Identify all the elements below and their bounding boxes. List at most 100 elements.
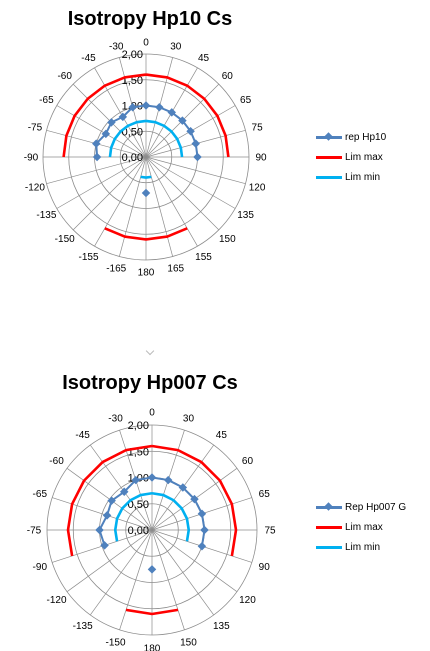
angle-tick-label: 90 [259,562,271,573]
series-line [151,491,191,542]
angle-tick-label: -165 [106,264,126,275]
angle-tick-label: 65 [259,489,271,500]
series-line [108,119,147,158]
chart-panel-1: Isotropy Hp10 Cs 0 30 45 60 65 75 90 120 135 150 1… [0,0,430,320]
data-point [141,188,151,198]
angle-tick-label: 90 [255,153,267,164]
legend-label: Lim min [345,171,381,183]
data-point [163,475,173,485]
series-line [104,227,188,241]
chart-panel-2: Isotropy Hp007 Cs 0 30 45 60 65 75 90 120 135 150… [0,330,430,651]
data-point [197,509,207,519]
series-line [62,73,147,158]
series-line [125,608,179,616]
chart-title: Isotropy Hp007 Cs [62,372,238,394]
data-point [193,152,202,162]
angle-tick-label: -30 [108,413,123,424]
angle-tick-label: -30 [109,41,124,52]
data-point [186,127,195,136]
grid-spoke [56,105,147,158]
grid-spoke [66,529,153,593]
angle-tick-label: 180 [138,268,155,279]
data-point [167,108,176,117]
series-line [151,444,238,557]
angle-tick-label: 165 [167,264,184,275]
legend-swatch [316,172,342,182]
angle-tick-label: 120 [239,595,256,606]
grid-spoke [119,529,153,630]
data-point [102,511,112,520]
legend: Rep Hp007 G Lim max Lim min [316,497,406,557]
angle-tick-label: 0 [143,38,149,49]
angle-tick-label: -75 [28,123,43,134]
legend-swatch [316,542,342,552]
data-point [131,475,141,485]
legend-swatch [316,502,342,512]
data-point [119,487,129,497]
series-line [145,119,184,158]
data-point [95,525,104,535]
data-point [141,101,151,110]
angle-tick-label: 150 [180,638,197,649]
angle-tick-label: -65 [39,95,54,106]
angle-tick-label: 65 [240,95,252,106]
angle-tick-label: 155 [195,252,212,263]
angle-tick-label: 150 [219,234,236,245]
series-line [66,444,153,557]
grid-spoke [145,156,236,209]
angle-tick-label: -120 [25,182,45,193]
angle-tick-label: -120 [47,595,67,606]
data-point [107,118,116,127]
grid-spoke [145,156,198,247]
angle-tick-label: -45 [81,53,96,64]
data-point [197,541,207,551]
grid-spoke [145,156,246,184]
data-point [147,473,157,482]
legend-label: Rep Hp007 G [345,501,407,513]
polar-plot: 0 304560657590120135150155165180-165-155-… [24,38,267,279]
angle-tick-label: -60 [49,456,64,467]
angle-tick-label: 60 [242,456,254,467]
grid-spoke [72,156,147,231]
angle-tick-label: 180 [144,644,161,651]
chart-title: Isotropy Hp10 Cs [67,8,233,30]
grid-spoke [89,444,153,531]
data-point [190,494,199,504]
polar-plot: 0 30 45 60 65 75 90 120 135 150 180 -150 -135 -120 -90… [27,408,276,651]
grid-spoke [151,529,185,630]
series-line [145,73,230,158]
legend-entry: Rep Hp007 G [316,497,406,517]
angle-tick-label: 45 [198,53,210,64]
angle-tick-label: 135 [237,210,254,221]
data-point [147,565,157,574]
angle-tick-label: -135 [73,621,93,632]
grid-spoke [145,156,220,231]
angle-tick-label: 75 [264,526,276,537]
legend-label: Lim max [345,151,383,163]
data-point [92,152,102,162]
legend-entry: Lim min [316,167,386,187]
angle-tick-label: -60 [57,71,72,82]
legend-label: rep Hp10 [345,131,387,143]
angle-tick-label: -45 [75,430,90,441]
angle-tick-label: -65 [33,489,48,500]
radial-tick-label: 2,00 [128,420,149,432]
angle-tick-label: -90 [24,153,39,164]
angle-tick-label: 30 [170,41,182,52]
angle-tick-label: 60 [222,71,234,82]
data-point [107,496,116,505]
grid-spoke [52,497,153,531]
legend-entry: rep Hp10 [316,127,386,147]
data-point [101,129,111,139]
grid-spoke [56,156,147,209]
legend-entry: Lim min [316,537,406,557]
legend-entry: Lim max [316,147,386,167]
radial-tick-label: 0,50 [128,499,149,511]
series-line [140,175,152,179]
angle-tick-label: -150 [106,638,126,649]
angle-tick-label: -75 [27,526,42,537]
legend-swatch [316,522,342,532]
data-point [155,103,164,112]
angle-tick-label: 0 [149,408,155,419]
radial-tick-label: 0,50 [122,126,143,138]
